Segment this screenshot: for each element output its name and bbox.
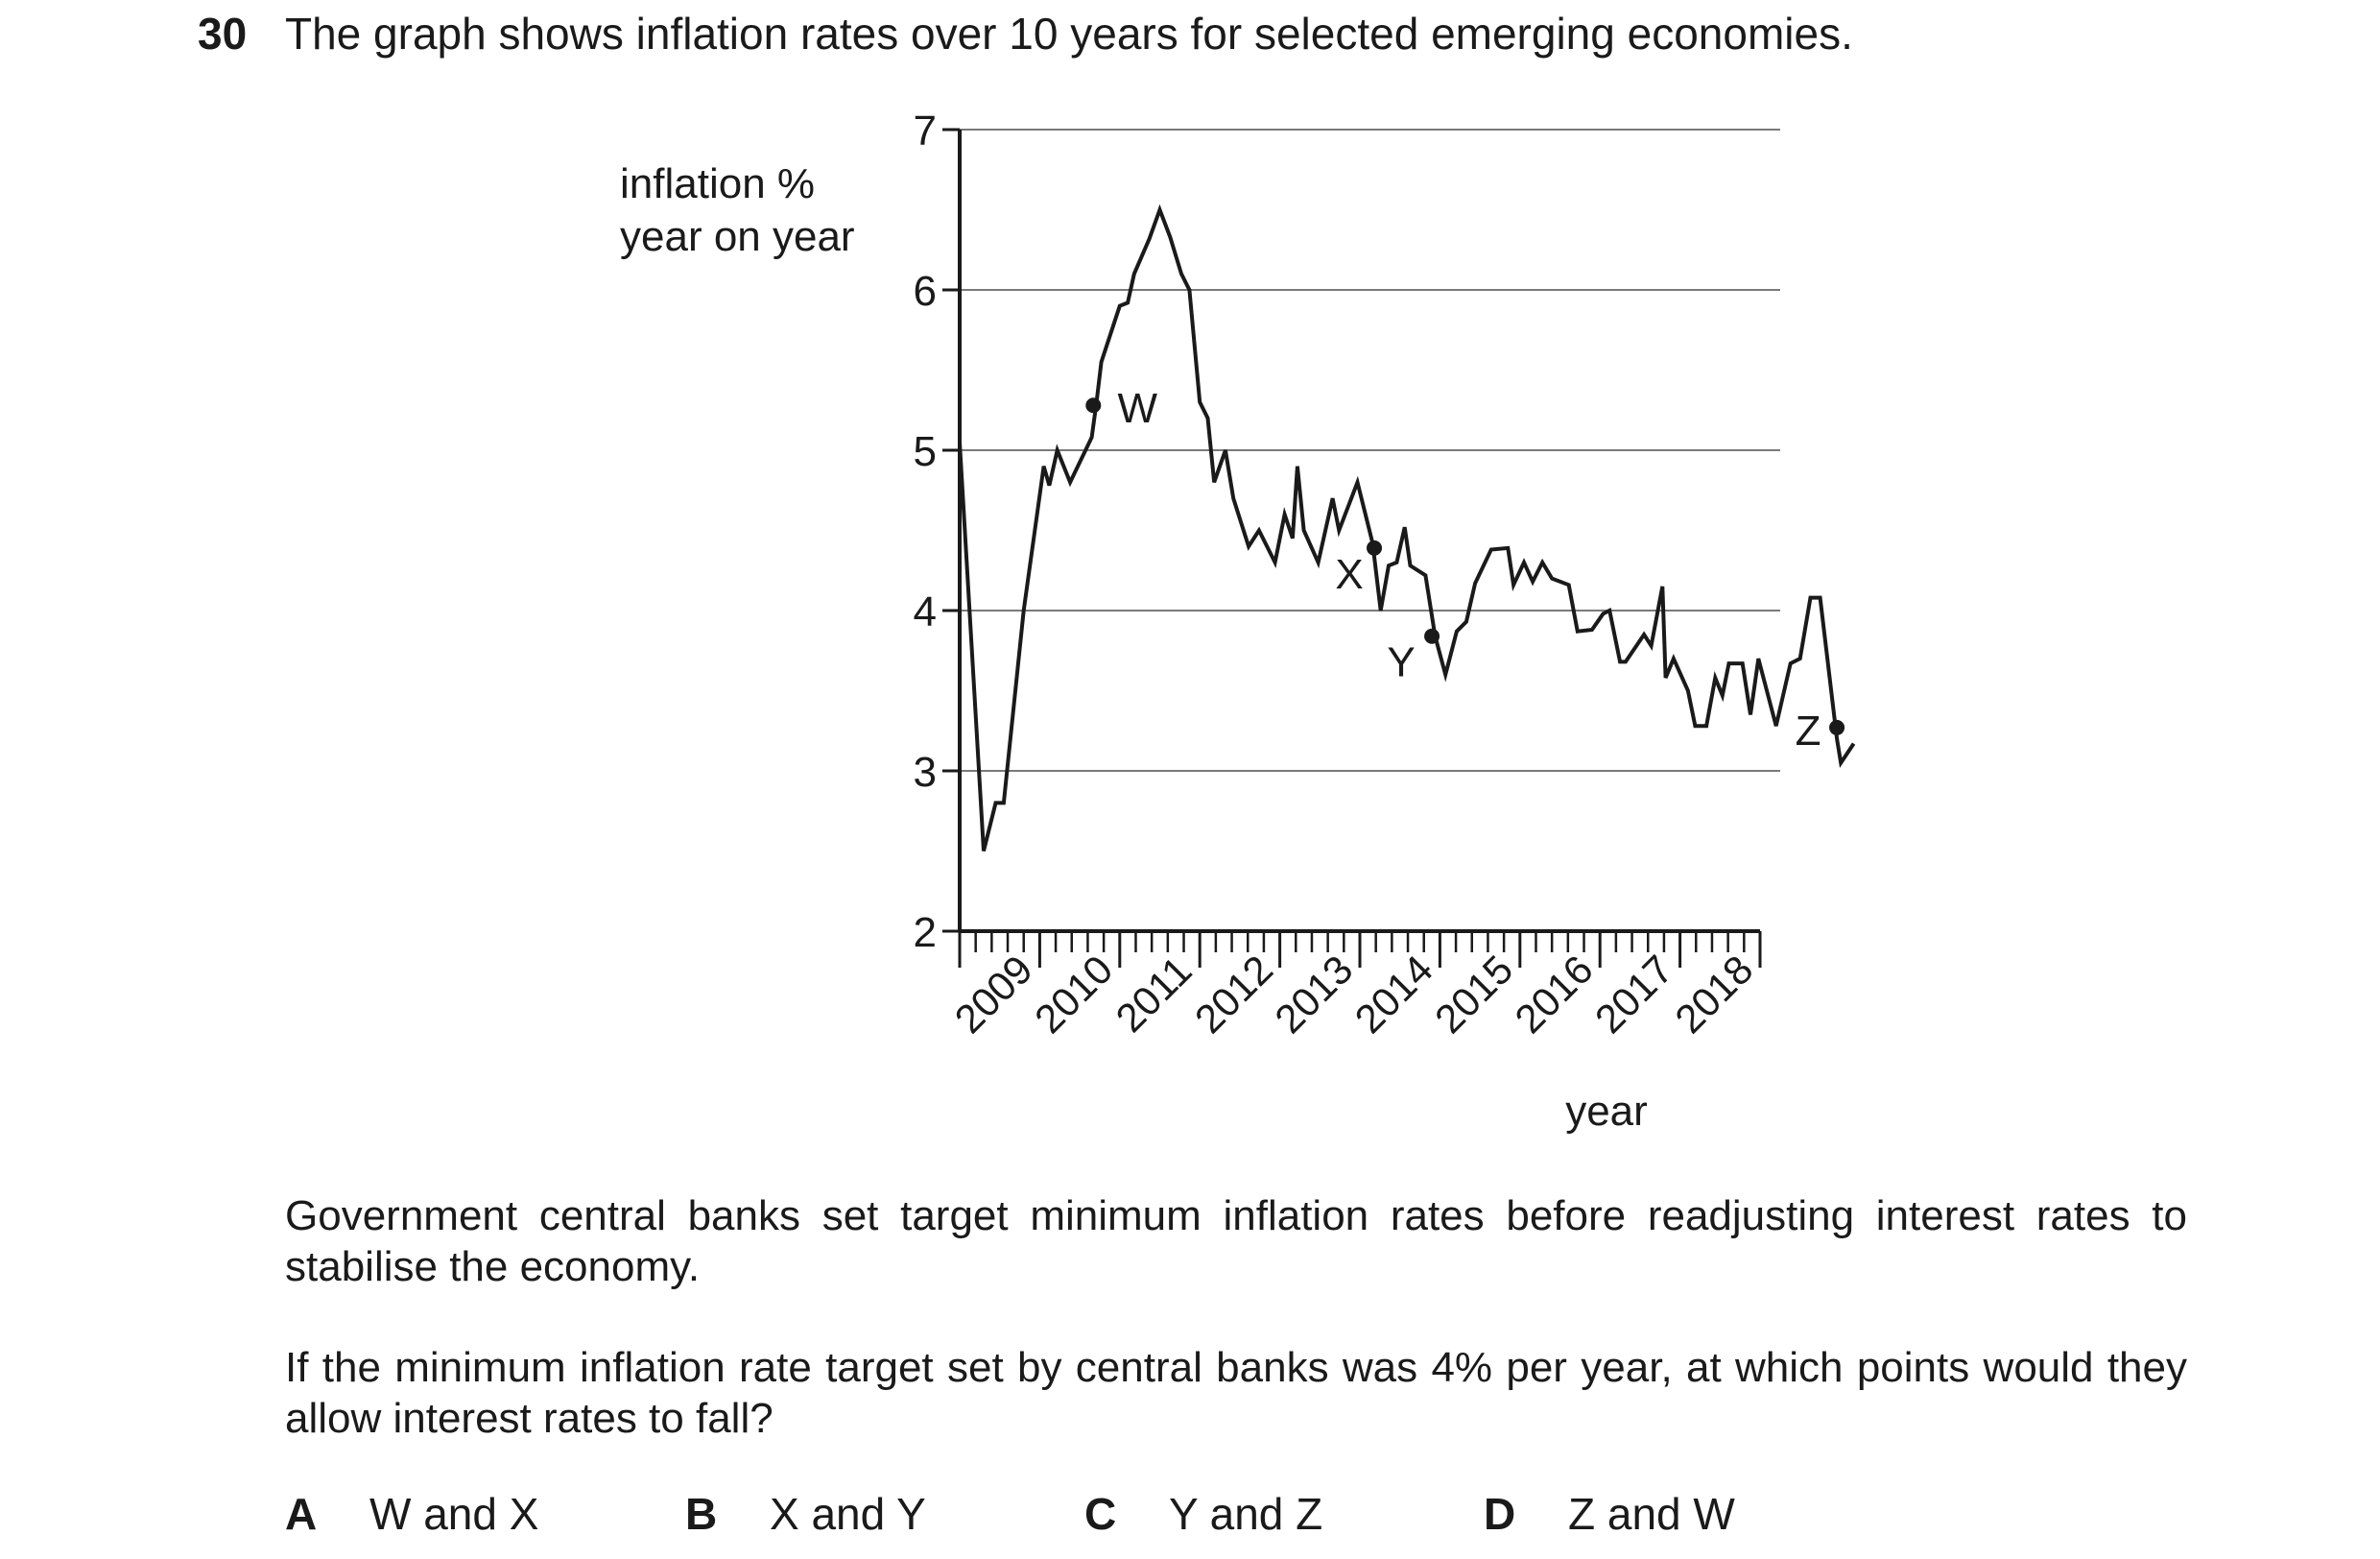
chart-axes bbox=[958, 130, 1760, 933]
y-tick-label: 2 bbox=[914, 909, 937, 956]
y-tick-label: 3 bbox=[914, 749, 937, 796]
option-letter: B bbox=[685, 1489, 718, 1539]
marked-points: W XY Z bbox=[1085, 385, 1845, 755]
y-tick-label: 7 bbox=[914, 108, 937, 155]
option-text: Z and W bbox=[1568, 1489, 1735, 1539]
series-lines bbox=[958, 204, 1856, 851]
option-b[interactable]: B X and Y bbox=[685, 1488, 926, 1540]
inflation-line-chart: 2 3 4 5 6 7 200920102011201220132014201520162… bbox=[620, 108, 1856, 1135]
y-tick-label: 4 bbox=[914, 588, 937, 636]
y-axis-label: inflation % bbox=[620, 160, 815, 207]
point-label: Z bbox=[1796, 708, 1821, 755]
gridlines bbox=[960, 129, 1780, 772]
y-tick-label: 5 bbox=[914, 428, 937, 475]
option-text: W and X bbox=[369, 1489, 539, 1539]
point-marker bbox=[1085, 397, 1102, 414]
option-text: Y and Z bbox=[1169, 1489, 1323, 1539]
option-d[interactable]: D Z and W bbox=[1484, 1488, 1735, 1540]
y-tick-label: 6 bbox=[914, 268, 937, 315]
question-paragraph: If the minimum inflation rate target set… bbox=[285, 1344, 2187, 1442]
x-axis-label: year bbox=[1565, 1088, 1648, 1135]
option-letter: D bbox=[1484, 1489, 1516, 1539]
point-label: W bbox=[1118, 385, 1158, 432]
point-label: Y bbox=[1387, 639, 1415, 686]
context-paragraph: Government central banks set target mini… bbox=[285, 1192, 2187, 1290]
option-c[interactable]: C Y and Z bbox=[1084, 1488, 1322, 1540]
option-text: X and Y bbox=[770, 1489, 926, 1539]
option-letter: C bbox=[1084, 1489, 1117, 1539]
y-axis-ticks: 2 3 4 5 6 7 bbox=[914, 108, 960, 956]
question-number: 30 bbox=[198, 9, 248, 59]
question-text: The graph shows inflation rates over 10 … bbox=[285, 9, 1853, 59]
inflation-line bbox=[958, 204, 1856, 851]
axis-labels: inflation % year on year year bbox=[620, 160, 1648, 1135]
y-axis-label: year on year bbox=[620, 213, 855, 260]
point-label: X bbox=[1335, 551, 1363, 598]
point-marker bbox=[1829, 719, 1845, 735]
point-marker bbox=[1367, 540, 1383, 556]
option-letter: A bbox=[285, 1489, 318, 1539]
option-a[interactable]: A W and X bbox=[285, 1488, 538, 1540]
point-marker bbox=[1424, 628, 1440, 644]
